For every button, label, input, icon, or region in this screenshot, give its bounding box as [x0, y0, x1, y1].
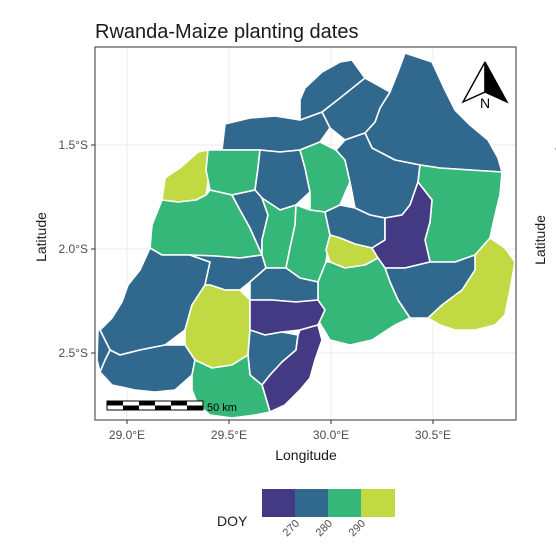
y-tick-label: 1.5°S: [59, 138, 88, 152]
district-gisagara: [261, 324, 323, 413]
x-tick-label: 29.5°E: [211, 428, 247, 442]
district-layer: [96, 52, 516, 419]
map-title: Rwanda-Maize planting dates: [95, 21, 359, 43]
district-rusizi-west: [96, 329, 111, 373]
legend-title: DOY: [217, 513, 248, 529]
district-rusizi: [99, 344, 196, 393]
district-nyaruguru: [191, 354, 271, 419]
legend-swatch: [361, 489, 395, 517]
y-tick-label: 2.5°S: [59, 346, 88, 360]
scale-bar-label: 50 km: [207, 402, 237, 414]
adjacent-y-axis-title: Latitude: [532, 215, 548, 265]
y-axis-title: Latitude: [33, 212, 49, 262]
district-bugesera: [317, 257, 411, 346]
district-rwamagana: [371, 181, 433, 269]
x-tick-label: 30.0°E: [313, 428, 349, 442]
adjacent-panel-fragment: Latitude ·: [532, 143, 556, 265]
scale-bar-icon: 50 km: [106, 400, 237, 414]
district-nyabihu: [205, 149, 261, 196]
x-axis-title: Longitude: [275, 447, 337, 463]
x-axis: 29.0°E 29.5°E 30.0°E 30.5°E Longitude: [109, 420, 451, 463]
north-arrow-icon: N: [461, 61, 509, 111]
legend-label: 270: [281, 518, 302, 539]
district-burera: [299, 59, 366, 121]
y-tick-label: 2.0°S: [59, 242, 88, 256]
legend-swatch: [328, 489, 361, 517]
legend-label: 280: [314, 518, 335, 539]
panel-border: [94, 46, 517, 421]
legend: DOY 270 280 290: [217, 489, 395, 539]
legend-label: 290: [347, 518, 368, 539]
x-tick-label: 29.0°E: [109, 428, 145, 442]
adjacent-tick-fragment: ·: [554, 143, 556, 155]
legend-swatch: [295, 489, 328, 517]
legend-swatch: [262, 489, 295, 517]
district-karongi: [189, 254, 267, 291]
x-tick-label: 30.5°E: [415, 428, 451, 442]
y-axis: 1.5°S 2.0°S 2.5°S Latitude: [33, 138, 95, 360]
north-arrow-label: N: [480, 95, 490, 111]
